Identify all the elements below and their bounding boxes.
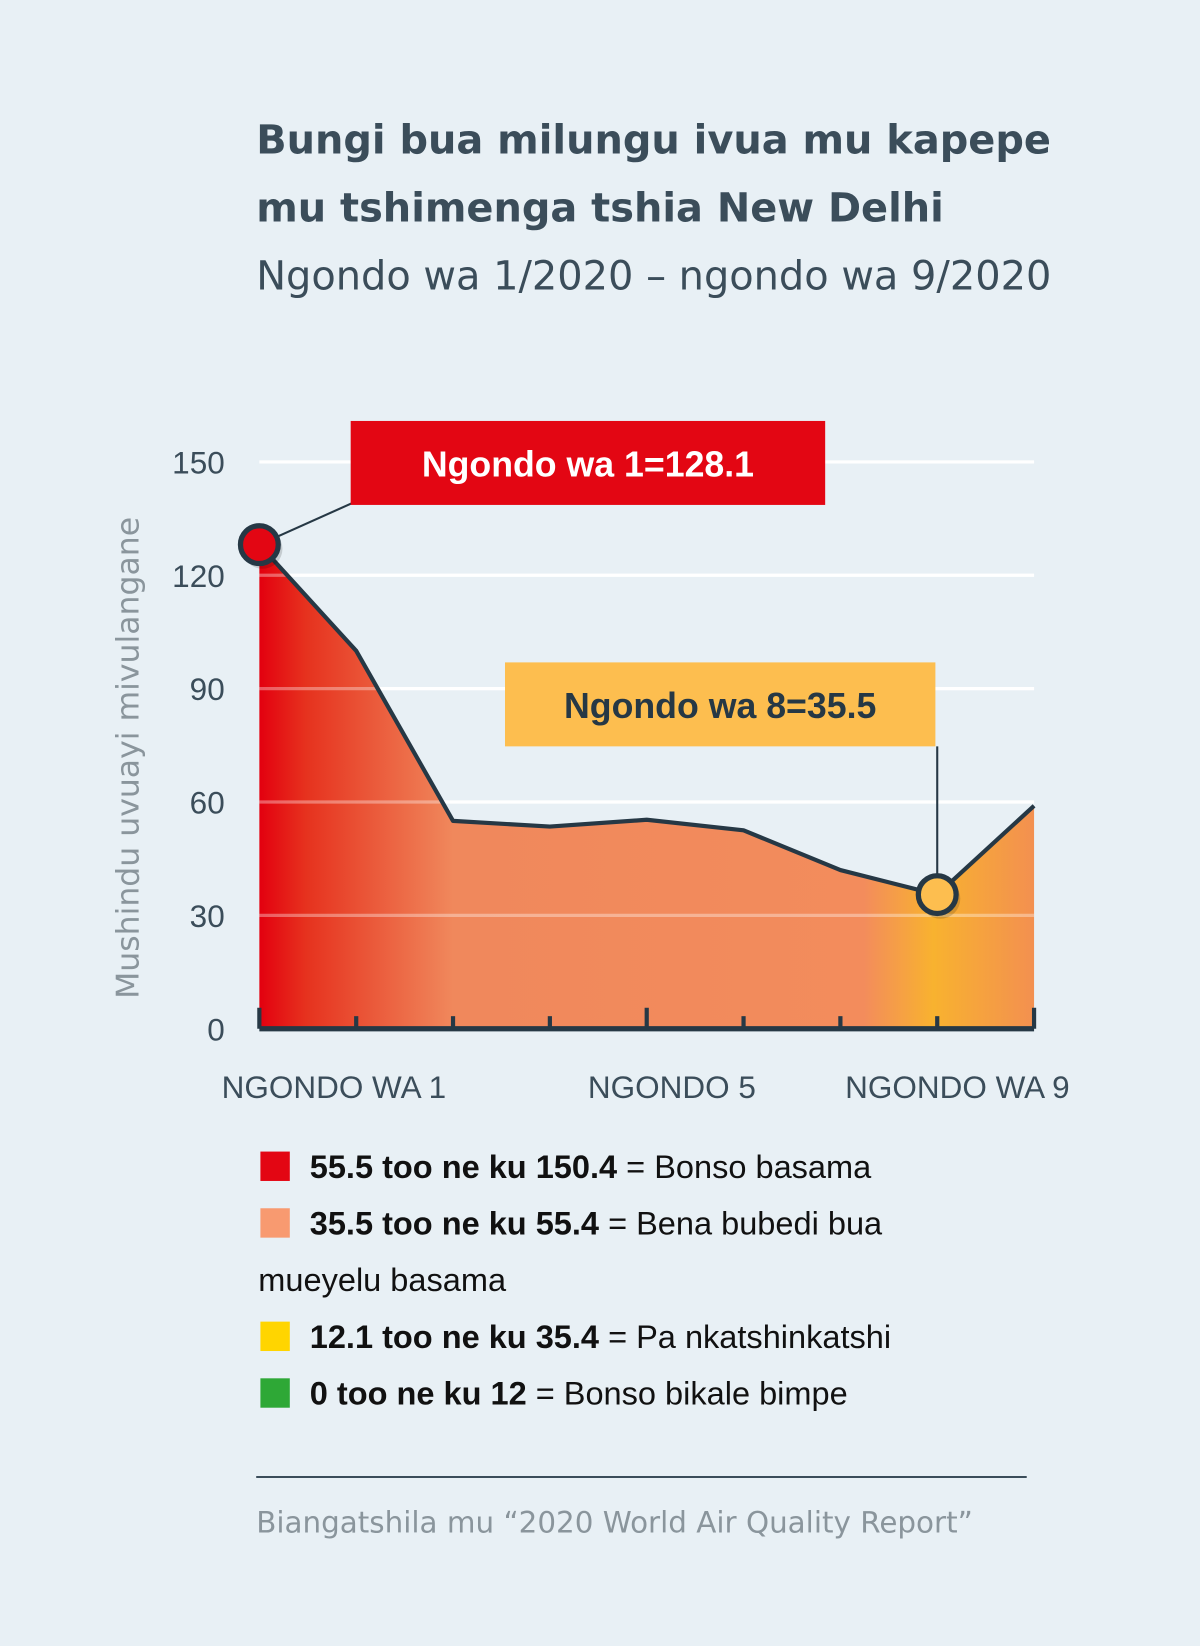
y-axis-label: Mushindu uvuayi mivulangane <box>111 517 147 999</box>
y-tick-label-120: 120 <box>172 558 225 594</box>
y-tick-label-150: 150 <box>172 444 225 480</box>
legend-item-1: 55.5 too ne ku 150.4 = Bonso basama <box>310 1149 872 1185</box>
x-tick-label-5: NGONDO 5 <box>588 1069 756 1105</box>
y-tick-label-60: 60 <box>190 785 225 821</box>
y-tick-label-30: 30 <box>190 898 225 934</box>
legend-item-3: 12.1 too ne ku 35.4 = Pa nkatshinkatshi <box>310 1319 891 1355</box>
highlight-markers <box>237 523 961 919</box>
x-axis <box>257 1007 1037 1032</box>
legend-item-2-continued: mueyelu basama <box>258 1262 507 1298</box>
chart-title-line-1: Bungi bua milungu ivua mu kapepe <box>256 117 1051 163</box>
source-note: Biangatshila mu “2020 World Air Quality … <box>256 1506 973 1540</box>
legend-swatch-green <box>260 1378 290 1408</box>
marker-month-1 <box>237 523 281 567</box>
x-tick-label-1: NGONDO WA 1 <box>222 1069 447 1105</box>
legend-swatch-yellow <box>260 1321 290 1352</box>
y-tick-label-0: 0 <box>207 1011 225 1047</box>
callout-box-month-8 <box>504 662 936 747</box>
legend: 55.5 too ne ku 150.4 = Bonso basama 35.5… <box>258 1149 891 1412</box>
marker-month-8 <box>915 873 959 917</box>
legend-item-4: 0 too ne ku 12 = Bonso bikale bimpe <box>310 1376 848 1412</box>
legend-swatch-orange <box>260 1208 290 1238</box>
callout-label-month-1: Ngondo wa 1=128.1 <box>422 445 754 485</box>
legend-swatch-red <box>260 1151 290 1181</box>
x-tick-label-9: NGONDO WA 9 <box>845 1069 1070 1105</box>
callout-label-month-8: Ngondo wa 8=35.5 <box>564 686 876 726</box>
chart-title-line-2: mu tshimenga tshia New Delhi <box>256 185 944 231</box>
y-axis-ticks: 0 30 60 90 120 150 <box>172 444 225 1047</box>
y-tick-label-90: 90 <box>190 671 225 707</box>
series-line <box>257 543 1036 897</box>
chart-subtitle: Ngondo wa 1/2020 – ngondo wa 9/2020 <box>256 254 1051 300</box>
legend-item-2: 35.5 too ne ku 55.4 = Bena bubedi bua <box>310 1205 883 1241</box>
area-fill <box>259 544 1035 1029</box>
callout-box-month-1 <box>350 420 826 505</box>
